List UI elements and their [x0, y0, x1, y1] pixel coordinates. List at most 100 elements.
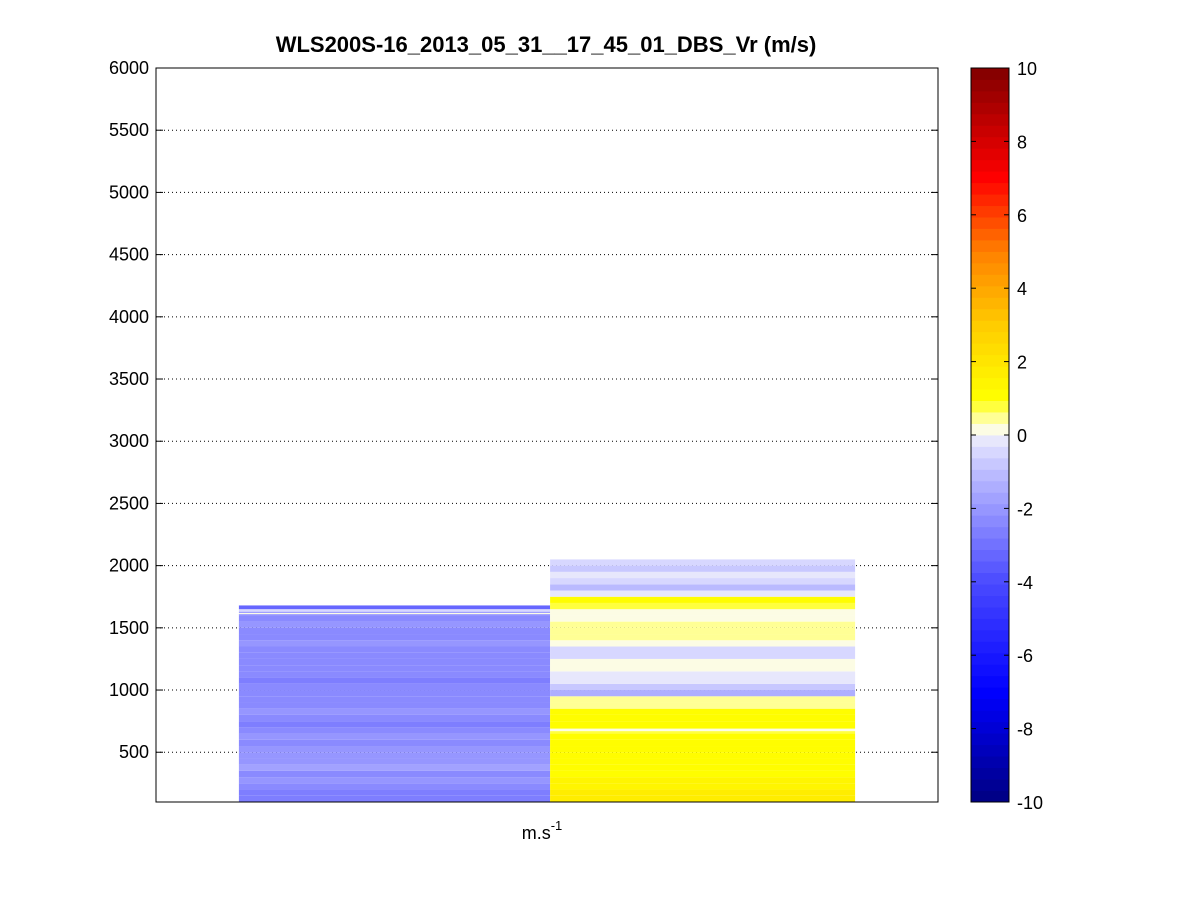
y-axis-ticks: 500 1000 1500 2000 2500 3000 3500 4000 4500 5000 5… [109, 58, 938, 762]
heatmap-cell-c1-r18 [550, 690, 856, 697]
colorbar-swatch-30 [971, 446, 1009, 459]
heatmap-cell-c0-r30 [238, 614, 551, 616]
colorbar-swatch-58 [971, 125, 1009, 138]
heatmap-cell-c0-r33 [238, 609, 551, 612]
colorbar-swatch-38 [971, 354, 1009, 367]
colorbar-swatch-9 [971, 687, 1009, 700]
y-tick-label-4500: 4500 [109, 245, 149, 265]
heatmap-cell-c1-r27 [550, 615, 856, 622]
heatmap-cell-c0-r29 [238, 615, 551, 622]
heatmap-cell-c1-r9 [550, 739, 856, 747]
heatmap-cell-c1-r4 [550, 770, 856, 778]
heatmap-cell-c0-r7 [238, 752, 551, 759]
heatmap-cell-c0-r14 [238, 708, 551, 715]
colorbar-swatch-4 [971, 744, 1009, 757]
heatmap-cell-c0-r8 [238, 746, 551, 753]
colorbar-tick-label--4: -4 [1017, 573, 1033, 593]
colorbar-swatch-51 [971, 205, 1009, 218]
heatmap-cell-c0-r18 [238, 683, 551, 691]
colorbar-swatch-32 [971, 423, 1009, 436]
heatmap-cell-c1-r24 [550, 634, 856, 641]
heatmap-cell-c0-r0 [238, 795, 551, 802]
colorbar-swatch-34 [971, 400, 1009, 413]
heatmap-cell-c1-r17 [550, 696, 856, 703]
heatmap-cells [238, 559, 856, 802]
heatmap-cell-c0-r9 [238, 739, 551, 747]
heatmap-cell-c1-r20 [550, 671, 856, 684]
heatmap-cell-c0-r17 [238, 690, 551, 697]
colorbar-swatch-14 [971, 629, 1009, 642]
heatmap-cell-c0-r10 [238, 733, 551, 740]
colorbar-swatch-5 [971, 733, 1009, 746]
colorbar-swatch-24 [971, 515, 1009, 528]
colorbar-swatches [971, 68, 1009, 803]
colorbar-tick-label-10: 10 [1017, 59, 1037, 79]
x-axis-label-base: m.s [522, 823, 551, 843]
heatmap-cell-c1-r29 [550, 602, 856, 610]
colorbar-swatch-1 [971, 779, 1009, 791]
colorbar-swatch-29 [971, 457, 1009, 470]
heatmap-cell-c1-r7 [550, 752, 856, 759]
heatmap-cell-c0-r15 [238, 702, 551, 709]
heatmap-cell-c1-r31 [550, 590, 856, 597]
y-tick-label-4000: 4000 [109, 307, 149, 327]
colorbar-swatch-0 [971, 790, 1009, 803]
y-tick-label-3000: 3000 [109, 431, 149, 451]
colorbar-swatch-33 [971, 412, 1009, 424]
heatmap-cell-c0-r3 [238, 777, 551, 784]
y-tick-label-1000: 1000 [109, 680, 149, 700]
x-axis-label-exponent: -1 [551, 818, 563, 833]
colorbar-swatch-16 [971, 607, 1009, 619]
colorbar-ticks: -10 -8 -6 -4 -2 0 2 4 6 8 10 [971, 59, 1043, 813]
y-tick-label-6000: 6000 [109, 58, 149, 78]
heatmap-cell-c1-r30 [550, 596, 856, 603]
colorbar-swatch-8 [971, 698, 1009, 711]
colorbar: -10 -8 -6 -4 -2 0 2 4 6 8 10 [970, 59, 1043, 813]
colorbar-swatch-35 [971, 389, 1009, 401]
colorbar-tick-label-0: 0 [1017, 426, 1027, 446]
heatmap-cell-c0-r27 [238, 627, 551, 635]
colorbar-swatch-53 [971, 182, 1009, 195]
colorbar-tick-label-8: 8 [1017, 132, 1027, 152]
heatmap-cell-c0-r28 [238, 621, 551, 628]
y-tick-label-2000: 2000 [109, 556, 149, 576]
colorbar-swatch-61 [971, 90, 1009, 103]
colorbar-tick-label-2: 2 [1017, 353, 1027, 373]
colorbar-tick-label--8: -8 [1017, 720, 1033, 740]
heatmap-cell-c0-r21 [238, 665, 551, 672]
heatmap-cell-c0-r19 [238, 677, 551, 684]
colorbar-tick-label--6: -6 [1017, 646, 1033, 666]
colorbar-swatch-26 [971, 492, 1009, 505]
plot-area: 500 1000 1500 2000 2500 3000 3500 4000 4500 5000 5… [109, 58, 939, 803]
heatmap-cell-c1-r19 [550, 683, 856, 691]
heatmap-cell-c0-r13 [238, 714, 551, 722]
heatmap-cell-c0-r24 [238, 646, 551, 653]
heatmap-cell-c0-r23 [238, 652, 551, 659]
colorbar-swatch-21 [971, 549, 1009, 562]
heatmap-cell-c1-r1 [550, 789, 856, 796]
heatmap-cell-c0-r34 [238, 605, 551, 610]
heatmap-cell-c0-r6 [238, 758, 551, 765]
colorbar-tick-label--2: -2 [1017, 499, 1033, 519]
heatmap-cell-c0-r16 [238, 696, 551, 703]
heatmap-cell-c0-r12 [238, 721, 551, 728]
colorbar-swatch-28 [971, 469, 1009, 482]
y-tick-label-5000: 5000 [109, 182, 149, 202]
colorbar-swatch-43 [971, 297, 1009, 310]
heatmap-cell-c1-r14 [550, 714, 856, 722]
colorbar-swatch-60 [971, 102, 1009, 115]
y-tick-label-1500: 1500 [109, 618, 149, 638]
heatmap-cell-c1-r15 [550, 708, 856, 715]
y-tick-label-2500: 2500 [109, 493, 149, 513]
colorbar-swatch-47 [971, 251, 1009, 264]
colorbar-swatch-42 [971, 308, 1009, 321]
colorbar-swatch-37 [971, 366, 1009, 379]
heatmap-cell-c1-r28 [550, 609, 856, 616]
colorbar-swatch-41 [971, 320, 1009, 333]
heatmap-cell-c1-r11 [550, 731, 856, 734]
heatmap-cell-c0-r4 [238, 770, 551, 778]
colorbar-swatch-62 [971, 79, 1009, 92]
heatmap-cell-c1-r16 [550, 702, 856, 709]
colorbar-swatch-17 [971, 595, 1009, 608]
